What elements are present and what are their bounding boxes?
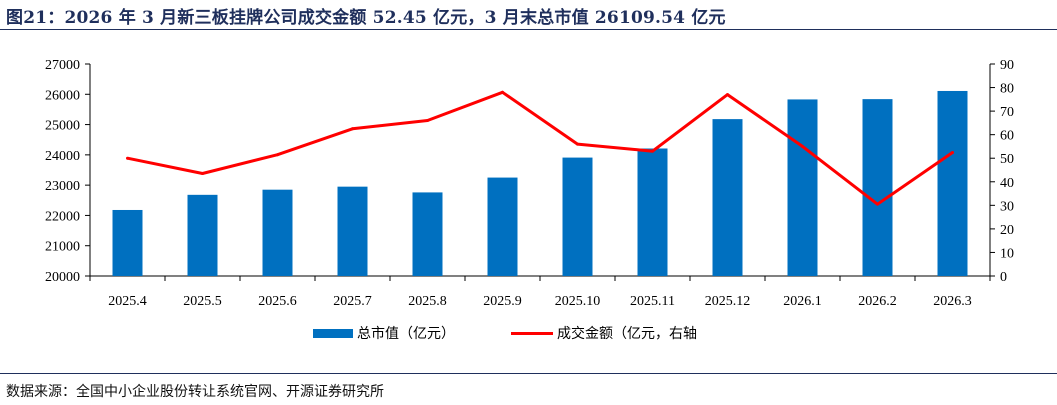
x-tick-label: 2026.3 xyxy=(933,294,972,309)
line-point xyxy=(276,153,279,157)
x-tick-label: 2025.5 xyxy=(183,294,222,309)
right-tick-label: 50 xyxy=(1000,152,1014,167)
left-tick-label: 25000 xyxy=(45,119,80,134)
right-tick-label: 20 xyxy=(1000,223,1014,238)
x-tick-label: 2025.8 xyxy=(408,294,447,309)
left-tick-label: 27000 xyxy=(45,58,80,73)
title-divider xyxy=(0,29,1057,30)
left-tick-label: 23000 xyxy=(45,179,80,194)
legend: 总市值（亿元） 成交金额（亿元，右轴 xyxy=(313,325,697,342)
figure-title: 图21：2026 年 3 月新三板挂牌公司成交金额 52.45 亿元，3 月末总… xyxy=(6,8,726,28)
bar xyxy=(562,157,593,276)
x-tick-label: 2025.4 xyxy=(108,294,147,309)
bar xyxy=(412,192,443,276)
left-tick-label: 22000 xyxy=(45,209,80,224)
line-point xyxy=(351,127,354,131)
right-tick-label: 90 xyxy=(1000,58,1014,73)
line-point xyxy=(501,90,504,94)
bar xyxy=(487,177,518,276)
x-tick-label: 2025.6 xyxy=(258,294,297,309)
legend-label-bar: 总市值（亿元） xyxy=(357,325,455,342)
legend-swatch-bar xyxy=(313,329,353,338)
right-tick-label: 80 xyxy=(1000,82,1014,97)
line-point xyxy=(126,156,129,160)
right-tick-label: 10 xyxy=(1000,246,1014,261)
x-tick-label: 2025.9 xyxy=(483,294,522,309)
bar xyxy=(187,194,218,276)
line-point xyxy=(801,144,804,148)
line-point xyxy=(951,150,954,154)
left-tick-label: 20000 xyxy=(45,270,80,285)
line-point xyxy=(426,119,429,123)
x-tick-label: 2025.12 xyxy=(705,294,751,309)
left-tick-label: 21000 xyxy=(45,240,80,255)
x-tick-label: 2026.1 xyxy=(783,294,822,309)
x-tick-label: 2025.10 xyxy=(555,294,601,309)
bar xyxy=(112,209,143,276)
source-divider xyxy=(0,373,1057,374)
line-series xyxy=(126,90,954,206)
line-point xyxy=(576,142,579,146)
chart-axes: 20000 21000 22000 23000 24000 25000 26000 27000… xyxy=(45,58,1014,309)
x-tick-label: 2025.11 xyxy=(630,294,675,309)
right-tick-label: 60 xyxy=(1000,129,1014,144)
bar xyxy=(862,99,893,276)
source-note: 数据来源：全国中小企业股份转让系统官网、开源证券研究所 xyxy=(6,384,384,400)
bar xyxy=(637,148,668,276)
bar xyxy=(937,90,968,276)
legend-label-line: 成交金额（亿元，右轴 xyxy=(557,325,697,342)
right-tick-label: 0 xyxy=(1000,270,1007,285)
x-tick-label: 2025.7 xyxy=(333,294,372,309)
bar xyxy=(262,189,293,276)
bar xyxy=(337,186,368,276)
line-point xyxy=(876,202,879,206)
line-point xyxy=(651,149,654,153)
bar xyxy=(712,119,743,277)
right-tick-label: 70 xyxy=(1000,105,1014,120)
line-point xyxy=(726,93,729,97)
right-tick-label: 30 xyxy=(1000,199,1014,214)
bar-series xyxy=(112,90,968,277)
x-tick-label: 2026.2 xyxy=(858,294,897,309)
left-tick-label: 24000 xyxy=(45,149,80,164)
line-point xyxy=(201,172,204,176)
right-tick-label: 40 xyxy=(1000,176,1014,191)
bar xyxy=(787,99,818,276)
left-tick-label: 26000 xyxy=(45,88,80,103)
line-path xyxy=(127,90,954,206)
chart: 20000 21000 22000 23000 24000 25000 26000 27000… xyxy=(45,58,1014,342)
